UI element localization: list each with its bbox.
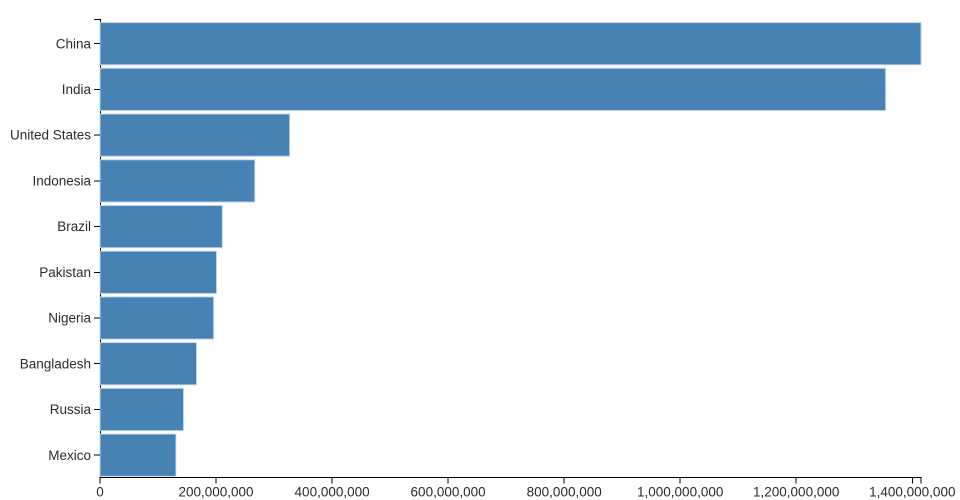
bar-russia	[99, 387, 184, 432]
bar-pakistan	[99, 250, 217, 294]
y-tick-label-indonesia: Indonesia	[32, 174, 91, 189]
y-tick-label-bangladesh: Bangladesh	[20, 356, 91, 371]
x-tick-label-1: 200,000,000	[178, 485, 253, 500]
x-axis-line	[99, 477, 922, 484]
y-tick-label-russia: Russia	[50, 402, 92, 417]
bar-china	[99, 22, 922, 66]
x-tick-label-2: 400,000,000	[295, 485, 370, 500]
bar-brazil	[99, 205, 223, 249]
y-tick-label-brazil: Brazil	[57, 219, 91, 234]
bar-nigeria	[99, 296, 215, 340]
bar-indonesia	[99, 159, 256, 203]
bar-united-states	[99, 113, 291, 157]
y-tick-label-india: India	[62, 82, 92, 97]
y-tick-label-mexico: Mexico	[48, 448, 91, 463]
y-tick-label-united-states: United States	[10, 128, 91, 143]
x-tick-label-6: 1,200,000,000	[753, 485, 839, 500]
x-tick-label-4: 800,000,000	[527, 485, 602, 500]
x-tick-label-5: 1,000,000,000	[637, 485, 723, 500]
bar-bangladesh	[99, 342, 197, 386]
x-tick-label-7: 1,400,000,000	[869, 485, 955, 500]
x-tick-label-3: 600,000,000	[411, 485, 486, 500]
x-tick-label-0: 0	[96, 485, 104, 500]
bar-india	[99, 67, 887, 112]
y-tick-label-nigeria: Nigeria	[48, 311, 91, 326]
y-tick-label-china: China	[56, 36, 92, 51]
bar-mexico	[99, 433, 177, 477]
y-tick-label-pakistan: Pakistan	[39, 265, 91, 280]
